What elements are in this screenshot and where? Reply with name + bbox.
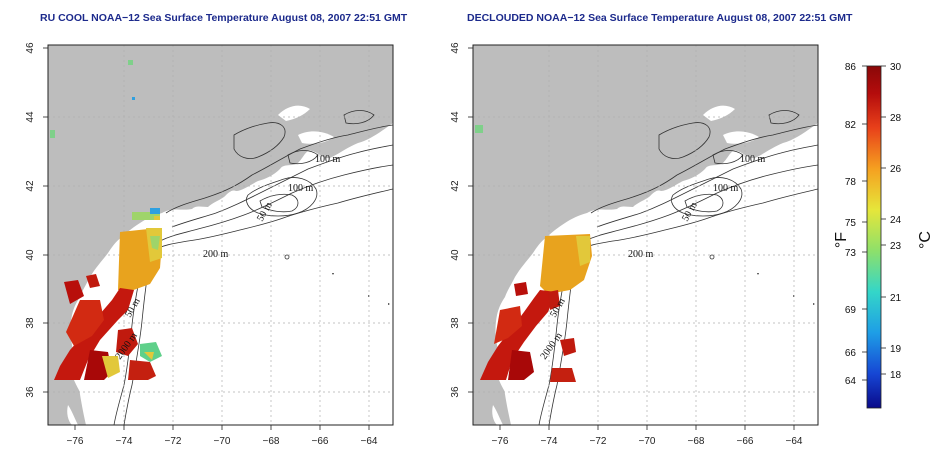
contour-label: 200 m [203,249,229,260]
colorbar-f-tick: 73 [845,248,857,259]
x-tick-label: −70 [214,436,231,447]
contour-label: 100 m [713,183,739,194]
y-tick-label: 44 [450,111,461,123]
y-tick-label: 46 [25,42,36,54]
panel-title-left: RU COOL NOAA−12 Sea Surface Temperature … [40,12,408,24]
y-tick-label: 42 [25,180,36,192]
colorbar-c-tick: 24 [890,215,902,226]
fahrenheit-unit-label: °F [833,232,850,248]
colorbar-f-tick: 75 [845,218,857,229]
contour-label: 100 m [315,154,341,165]
colorbar-f-tick: 69 [845,305,857,316]
colorbar-c-tick: 21 [890,293,902,304]
x-tick-label: −76 [67,436,84,447]
colorbar-f-tick: 82 [845,120,857,131]
map-panel-left: 100 m 100 m 50 m 200 m 50 m 2000 m [47,44,394,426]
x-tick-label: −66 [737,436,754,447]
y-tick-label: 40 [25,249,36,261]
x-tick-label: −68 [688,436,705,447]
x-tick-label: −64 [786,436,803,447]
y-tick-label: 36 [450,386,461,398]
colorbar-f-tick: 78 [845,177,857,188]
colorbar-f-tick: 86 [845,62,857,73]
x-tick-label: −64 [361,436,378,447]
contour-label: 200 m [628,249,654,260]
colorbar-c-tick: 28 [890,113,902,124]
x-tick-label: −76 [492,436,509,447]
sst-data-right [475,125,592,382]
colorbar-gradient [866,65,882,409]
x-tick-label: −74 [541,436,558,447]
y-tick-label: 40 [450,249,461,261]
colorbar: 86 82 78 75 73 69 66 64 30 28 26 24 23 21 19 18 °F °C [833,62,934,409]
axes: −76 −74 −72 −70 −68 −66 −64 36 38 40 42 44 46 −76 −74 −… [25,42,803,447]
colorbar-c-tick: 23 [890,241,902,252]
y-tick-label: 42 [450,180,461,192]
x-tick-label: −72 [590,436,607,447]
celsius-unit-label: °C [917,231,934,249]
y-tick-label: 44 [25,111,36,123]
colorbar-c-tick: 19 [890,344,902,355]
colorbar-c-tick: 30 [890,62,902,73]
colorbar-c-tick: 18 [890,370,902,381]
sst-data-left [50,60,162,380]
x-tick-label: −68 [263,436,280,447]
panel-title-right: DECLOUDED NOAA−12 Sea Surface Temperatur… [467,12,853,24]
y-tick-label: 38 [450,317,461,329]
colorbar-c-tick: 26 [890,164,902,175]
map-panel-right: 100 m 100 m 50 m 200 m 50 m 2000 m [472,44,819,426]
x-tick-label: −66 [312,436,329,447]
colorbar-f-tick: 66 [845,348,857,359]
y-tick-label: 46 [450,42,461,54]
y-tick-label: 36 [25,386,36,398]
contour-label: 100 m [288,183,314,194]
y-tick-label: 38 [25,317,36,329]
x-tick-label: −72 [165,436,182,447]
x-tick-label: −74 [116,436,133,447]
x-tick-label: −70 [639,436,656,447]
contour-label: 100 m [740,154,766,165]
colorbar-f-tick: 64 [845,376,857,387]
